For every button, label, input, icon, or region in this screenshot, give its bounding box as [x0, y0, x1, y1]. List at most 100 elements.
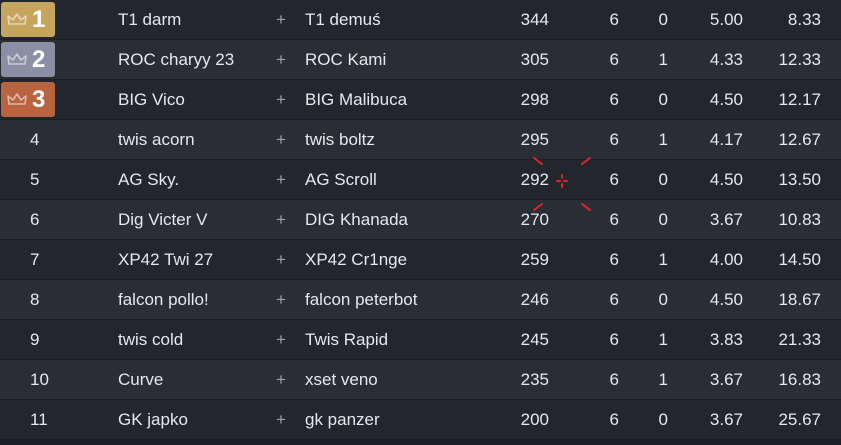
plus-separator: +: [276, 90, 286, 109]
score-value: 200: [520, 410, 549, 429]
table-row: 7 XP42 Twi 27 + XP42 Cr1nge 259 6 1 4.00 14.50: [0, 240, 841, 279]
wins-count: 1: [658, 370, 668, 389]
rank-number: 8: [30, 290, 40, 309]
rank-number: 9: [30, 330, 40, 349]
wins-count: 1: [658, 330, 668, 349]
average-value: 4.50: [709, 170, 743, 189]
average-value: 4.17: [709, 130, 743, 149]
table-row: 10 Curve + xset veno 235 6 1 3.67 16.83: [0, 360, 841, 399]
average-value: 4.50: [709, 290, 743, 309]
player-one-name: Dig Victer V: [118, 210, 208, 229]
games-played: 6: [609, 250, 619, 269]
average-value: 3.67: [709, 410, 743, 429]
rank-number: 11: [30, 410, 48, 429]
player-one-name: AG Sky.: [118, 170, 180, 189]
wins-count: 0: [658, 90, 668, 109]
average-place: 14.50: [778, 250, 821, 269]
player-two-name: gk panzer: [305, 410, 380, 429]
plus-separator: +: [276, 210, 286, 229]
wins-count: 1: [658, 50, 668, 69]
plus-separator: +: [276, 290, 286, 309]
plus-separator: +: [276, 10, 286, 29]
player-one-name: twis cold: [118, 330, 184, 349]
average-place: 13.50: [778, 170, 821, 189]
plus-separator: +: [276, 170, 286, 189]
plus-separator: +: [276, 410, 286, 429]
wins-count: 0: [658, 170, 668, 189]
games-played: 6: [609, 330, 619, 349]
table-row: 3 BIG Vico + BIG Malibuca 298 6 0 4.50 12.17: [0, 80, 841, 119]
games-played: 6: [609, 10, 619, 29]
average-value: 3.67: [709, 370, 743, 389]
score-value: 295: [520, 130, 549, 149]
wins-count: 0: [658, 10, 668, 29]
average-place: 12.17: [778, 90, 821, 109]
score-value: 305: [520, 50, 549, 69]
games-played: 6: [609, 410, 619, 429]
wins-count: 0: [658, 410, 668, 429]
rank-badge: 2: [1, 42, 55, 77]
games-played: 6: [609, 370, 619, 389]
rank-number: 5: [30, 170, 40, 189]
games-played: 6: [609, 290, 619, 309]
player-one-name: T1 darm: [118, 10, 182, 29]
average-place: 10.83: [778, 210, 821, 229]
average-value: 5.00: [709, 10, 743, 29]
table-row: 11 GK japko + gk panzer 200 6 0 3.67 25.67: [0, 400, 841, 439]
rank-badge: 3: [1, 82, 55, 117]
crown-icon: [7, 53, 27, 65]
player-two-name: T1 demuś: [305, 10, 381, 29]
games-played: 6: [609, 50, 619, 69]
rank-number: 3: [32, 86, 46, 113]
games-played: 6: [609, 130, 619, 149]
crown-icon: [7, 13, 27, 25]
rank-badge: 1: [1, 2, 55, 37]
player-one-name: Curve: [118, 370, 164, 389]
average-place: 16.83: [778, 370, 821, 389]
average-value: 4.33: [709, 50, 743, 69]
rank-number: 6: [30, 210, 40, 229]
plus-separator: +: [276, 250, 286, 269]
wins-count: 0: [658, 290, 668, 309]
table-row: 6 Dig Victer V + DIG Khanada 270 6 0 3.67 10.83: [0, 200, 841, 239]
games-played: 6: [609, 210, 619, 229]
player-one-name: ROC charyy 23: [118, 50, 235, 69]
player-two-name: Twis Rapid: [305, 330, 389, 349]
table-row: 5 AG Sky. + AG Scroll 292 6 0 4.50 13.50: [0, 160, 841, 199]
player-two-name: DIG Khanada: [305, 210, 409, 229]
average-value: 3.83: [709, 330, 743, 349]
score-value: 246: [520, 290, 549, 309]
table-row: 1 T1 darm + T1 demuś 344 6 0 5.00 8.33: [0, 0, 841, 39]
wins-count: 1: [658, 250, 668, 269]
player-two-name: falcon peterbot: [305, 290, 418, 309]
rank-number: 7: [30, 250, 40, 269]
player-two-name: xset veno: [305, 370, 378, 389]
crown-icon: [7, 93, 27, 105]
average-value: 4.00: [709, 250, 743, 269]
player-one-name: GK japko: [118, 410, 188, 429]
player-two-name: XP42 Cr1nge: [305, 250, 408, 269]
score-value: 235: [520, 370, 549, 389]
score-value: 298: [520, 90, 549, 109]
games-played: 6: [609, 90, 619, 109]
table-row: 4 twis acorn + twis boltz 295 6 1 4.17 12.67: [0, 120, 841, 159]
wins-count: 0: [658, 210, 668, 229]
plus-separator: +: [276, 130, 286, 149]
average-place: 12.33: [778, 50, 821, 69]
average-place: 21.33: [778, 330, 821, 349]
average-place: 18.67: [778, 290, 821, 309]
plus-separator: +: [276, 330, 286, 349]
player-one-name: falcon pollo!: [118, 290, 209, 309]
rank-number: 1: [32, 6, 46, 33]
average-place: 12.67: [778, 130, 821, 149]
score-value: 292: [520, 170, 549, 189]
score-value: 270: [520, 210, 549, 229]
average-place: 25.67: [778, 410, 821, 429]
score-value: 344: [520, 10, 549, 29]
player-one-name: BIG Vico: [118, 90, 185, 109]
plus-separator: +: [276, 370, 286, 389]
score-value: 245: [520, 330, 549, 349]
average-value: 3.67: [709, 210, 743, 229]
plus-separator: +: [276, 50, 286, 69]
